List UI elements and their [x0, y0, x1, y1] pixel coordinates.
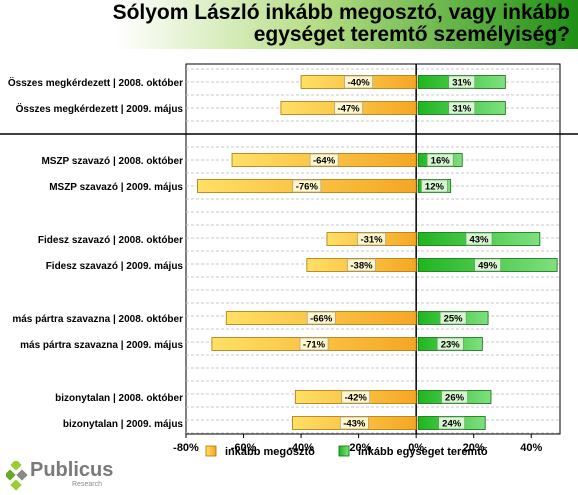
category-label: bizonytalan | 2008. október [55, 393, 183, 404]
data-label-box [421, 179, 448, 193]
x-tick-label: -80% [173, 442, 199, 454]
data-label: -31% [360, 235, 383, 246]
category-label: más pártra szavazna | 2009. május [20, 340, 183, 351]
chart-title: Sólyom László inkább megosztó, vagy inká… [112, 1, 570, 46]
data-label: -42% [345, 393, 368, 404]
legend-swatch-inkabb-megoszto [205, 445, 217, 457]
data-label: 31% [452, 78, 472, 89]
data-label-box [439, 311, 467, 325]
data-label-box [426, 153, 454, 167]
data-label: 12% [425, 182, 445, 193]
logo-tagline: Research [72, 481, 102, 488]
data-label-box [339, 416, 369, 430]
logo-wordmark: Publicus [30, 459, 114, 481]
data-label-box [344, 75, 373, 89]
category-label: bizonytalan | 2009. május [63, 419, 184, 430]
data-label-box [292, 179, 322, 193]
data-label: -66% [310, 314, 333, 325]
data-label-box [448, 75, 476, 89]
data-label: 31% [452, 104, 472, 115]
data-label: -43% [343, 419, 366, 430]
data-label-box [448, 101, 476, 115]
data-label: -40% [348, 78, 371, 89]
data-label: 49% [478, 261, 498, 272]
data-label: -76% [296, 182, 319, 193]
data-label: 24% [442, 419, 462, 430]
data-label: 43% [469, 235, 489, 246]
category-label: Fidesz szavazó | 2009. május [46, 261, 184, 272]
legend-swatch-inkabb-egyseget-teremto [338, 445, 350, 457]
category-label: más pártra szavazna | 2008. október [12, 314, 183, 325]
category-label: MSZP szavazó | 2009. május [49, 182, 183, 193]
data-label-box [334, 101, 363, 115]
legend-label: inkább egységet teremtő [358, 446, 488, 458]
category-label: MSZP szavazó | 2008. október [41, 156, 183, 167]
data-label: 16% [431, 156, 451, 167]
x-tick-label: -60% [231, 442, 257, 454]
title-banner: Sólyom László inkább megosztó, vagy inká… [0, 0, 578, 49]
category-label: Összes megkérdezett | 2008. október [8, 76, 183, 89]
data-label: -38% [350, 261, 373, 272]
data-label-box [309, 153, 339, 167]
data-label-box [341, 390, 371, 404]
category-label: Fidesz szavazó | 2008. október [38, 235, 183, 246]
x-tick-label: 40% [520, 442, 542, 454]
x-tick-label: 0% [408, 442, 424, 454]
x-tick-label: 20% [463, 442, 485, 454]
data-label: 23% [441, 340, 461, 351]
x-tick-label: -40% [288, 442, 314, 454]
data-label-box [441, 390, 468, 404]
data-label-box [465, 232, 493, 246]
data-label-box [474, 258, 501, 272]
data-label-box [357, 232, 386, 246]
data-label-box [436, 337, 464, 351]
legend-label: inkább megosztó [225, 446, 315, 458]
category-label: Összes megkérdezett | 2009. május [16, 102, 184, 115]
publicus-logo: Publicus Research [6, 459, 146, 493]
data-label-box [347, 258, 376, 272]
plot-area [185, 63, 561, 435]
data-label: -47% [337, 104, 360, 115]
data-label: 26% [445, 393, 465, 404]
logo-icon [6, 461, 28, 491]
data-label: -64% [313, 156, 336, 167]
data-label: -71% [303, 340, 326, 351]
data-label-box [299, 337, 329, 351]
data-label-box [438, 416, 465, 430]
x-tick-label: -20% [346, 442, 372, 454]
data-label: 25% [444, 314, 464, 325]
data-label-box [306, 311, 336, 325]
